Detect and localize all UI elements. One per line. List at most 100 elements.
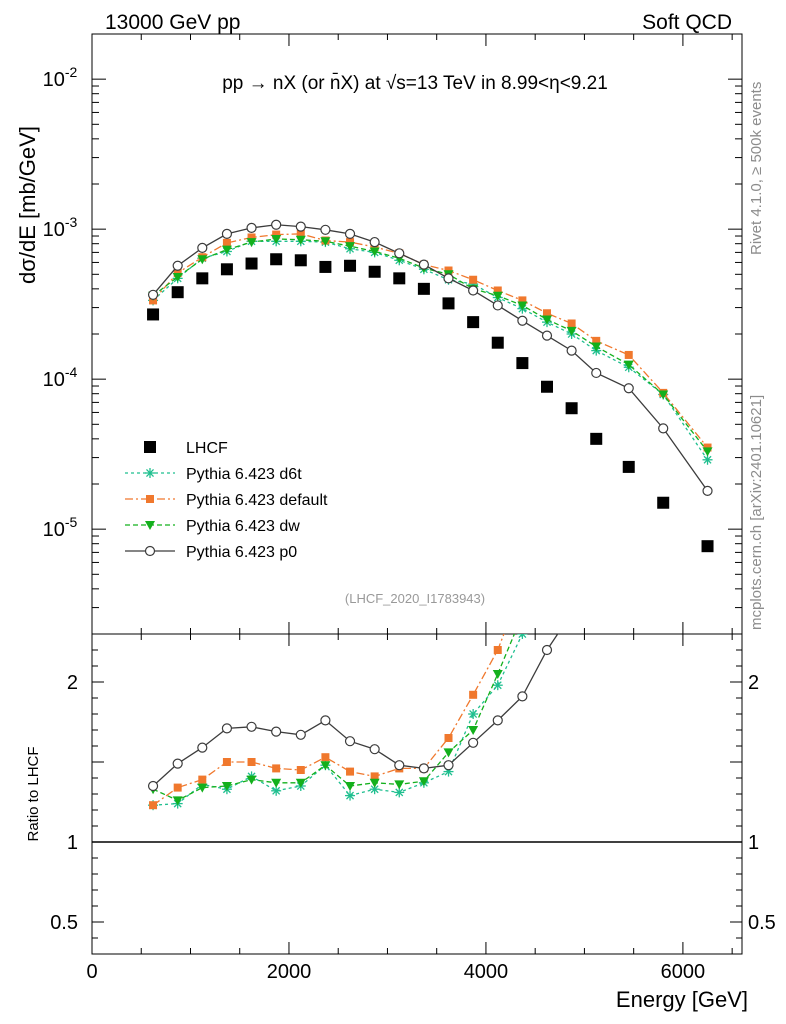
data-point: [370, 772, 379, 781]
main-panel: pp → nX (or n̄X) at √s=13 TeV in 8.99<η<…: [43, 33, 743, 635]
data-point: [443, 273, 454, 284]
data-point: [145, 521, 155, 530]
data-point: [221, 723, 233, 734]
ratio-axis-label: Ratio to LHCF: [25, 746, 42, 841]
ratio-tick-label: 0.5: [748, 912, 776, 934]
y-tick-label: 10-3: [43, 214, 78, 241]
data-point: [272, 764, 281, 773]
ratio-tick-label: 1: [67, 832, 78, 854]
data-point: [492, 300, 503, 311]
data-point-stroke: [272, 786, 281, 795]
data-point: [467, 316, 480, 329]
data-point: [468, 726, 479, 735]
data-point: [468, 709, 479, 719]
ratio-axes: 0.5 0.5 1 1 2 2: [50, 633, 776, 939]
data-point: [172, 796, 183, 806]
data-point: [518, 582, 526, 590]
data-point: [492, 715, 503, 726]
data-point: [566, 326, 577, 336]
x-tick-label: 0: [86, 961, 97, 983]
legend-label: Pythia 6.423 d6t: [186, 466, 302, 483]
x-tick-label: 4000: [464, 961, 509, 983]
data-point-stroke: [493, 681, 502, 690]
data-point: [443, 748, 454, 758]
legend-label: Pythia 6.423 default: [186, 492, 328, 509]
series-pythia-6-423-p0: [147, 219, 713, 496]
x-axis: 0 2000 4000 6000: [86, 34, 733, 983]
data-point: [172, 272, 183, 282]
data-point: [622, 460, 635, 473]
header-right: Soft QCD: [642, 11, 732, 34]
data-point: [145, 468, 155, 478]
data-point: [197, 242, 208, 253]
data-point: [196, 272, 209, 285]
data-point: [591, 367, 602, 379]
data-point: [172, 260, 183, 271]
data-point: [703, 623, 712, 632]
data-point: [294, 254, 307, 267]
data-point: [295, 235, 306, 245]
data-point: [271, 219, 282, 230]
ratio-pythia-6-423-p0: [147, 623, 712, 792]
data-point-stroke: [370, 785, 379, 794]
data-point: [246, 721, 257, 732]
data-point: [247, 233, 256, 242]
data-point: [296, 766, 305, 774]
data-point: [147, 308, 160, 321]
data-point-stroke: [703, 455, 712, 464]
ratio-tick-label: 1: [748, 832, 759, 854]
data-point: [321, 753, 330, 762]
data-point: [271, 778, 282, 788]
data-point: [320, 237, 331, 247]
data-point: [492, 291, 503, 301]
data-point: [567, 319, 576, 328]
data-point: [623, 383, 634, 394]
data-point: [149, 801, 158, 810]
data-point: [198, 775, 207, 784]
data-point: [624, 350, 633, 359]
data-point: [444, 734, 453, 742]
y-axis-label: dσ/dE [mb/GeV]: [15, 126, 40, 284]
data-point: [517, 301, 528, 311]
data-point: [172, 758, 183, 769]
ratio-tick-label: 2: [748, 672, 759, 694]
data-point-stroke: [469, 710, 478, 718]
legend-item: LHCF: [144, 440, 228, 457]
data-point: [222, 758, 231, 766]
data-point: [442, 297, 455, 310]
data-point: [657, 496, 670, 509]
data-point: [272, 230, 281, 239]
data-point: [492, 670, 503, 679]
data-point: [146, 495, 154, 503]
data-point: [541, 330, 553, 341]
series-line: [152, 240, 709, 461]
data-point: [147, 780, 159, 792]
data-point: [345, 242, 356, 252]
ratio-line: [152, 634, 559, 787]
data-point: [295, 729, 306, 740]
legend-item: Pythia 6.423 default: [125, 492, 328, 509]
data-point: [623, 360, 634, 370]
data-point: [197, 742, 208, 753]
data-point: [369, 778, 380, 788]
x-axis-label: Energy [GeV]: [616, 987, 748, 1012]
data-point: [221, 228, 233, 239]
data-point: [592, 336, 601, 345]
series-pythia-6-423-default: [149, 229, 712, 452]
data-point: [418, 777, 429, 787]
data-point: [418, 259, 429, 270]
data-point: [345, 782, 356, 791]
header-left: 13000 GeV pp: [105, 11, 240, 34]
x-tick-label: 2000: [267, 961, 312, 983]
data-point-stroke: [518, 634, 524, 638]
data-point: [518, 296, 527, 305]
data-point: [517, 611, 527, 620]
data-point: [517, 315, 528, 326]
ratio-line: [153, 634, 523, 806]
data-point: [469, 690, 478, 699]
data-point: [144, 545, 156, 557]
ratio-tick-label: 2: [67, 672, 78, 694]
data-point: [517, 691, 528, 702]
data-point: [319, 260, 332, 273]
